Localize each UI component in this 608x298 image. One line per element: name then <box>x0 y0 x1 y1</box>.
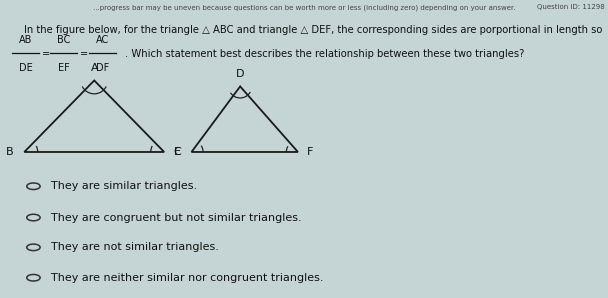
Text: ...progress bar may be uneven because questions can be worth more or less (inclu: ...progress bar may be uneven because qu… <box>93 4 515 11</box>
Text: B: B <box>5 147 13 157</box>
Text: D: D <box>236 69 244 79</box>
Text: F: F <box>307 147 313 157</box>
Text: They are similar triangles.: They are similar triangles. <box>51 181 197 191</box>
Text: They are congruent but not similar triangles.: They are congruent but not similar trian… <box>51 212 302 223</box>
Text: A: A <box>91 63 98 73</box>
Text: AB: AB <box>19 35 32 45</box>
Text: AC: AC <box>95 35 109 45</box>
Text: DE: DE <box>19 63 32 73</box>
Text: E: E <box>173 147 181 157</box>
Text: They are neither similar nor congruent triangles.: They are neither similar nor congruent t… <box>51 273 323 283</box>
Text: They are not similar triangles.: They are not similar triangles. <box>51 242 219 252</box>
Text: =: = <box>41 49 50 59</box>
Text: In the figure below, for the triangle △ ABC and triangle △ DEF, the correspondin: In the figure below, for the triangle △ … <box>24 25 603 35</box>
Text: . Which statement best describes the relationship between these two triangles?: . Which statement best describes the rel… <box>125 49 524 59</box>
Text: =: = <box>80 49 88 59</box>
Text: DF: DF <box>95 63 109 73</box>
Text: C: C <box>173 147 181 157</box>
Text: Question ID: 11298: Question ID: 11298 <box>537 4 605 10</box>
Text: EF: EF <box>58 63 70 73</box>
Text: BC: BC <box>57 35 71 45</box>
